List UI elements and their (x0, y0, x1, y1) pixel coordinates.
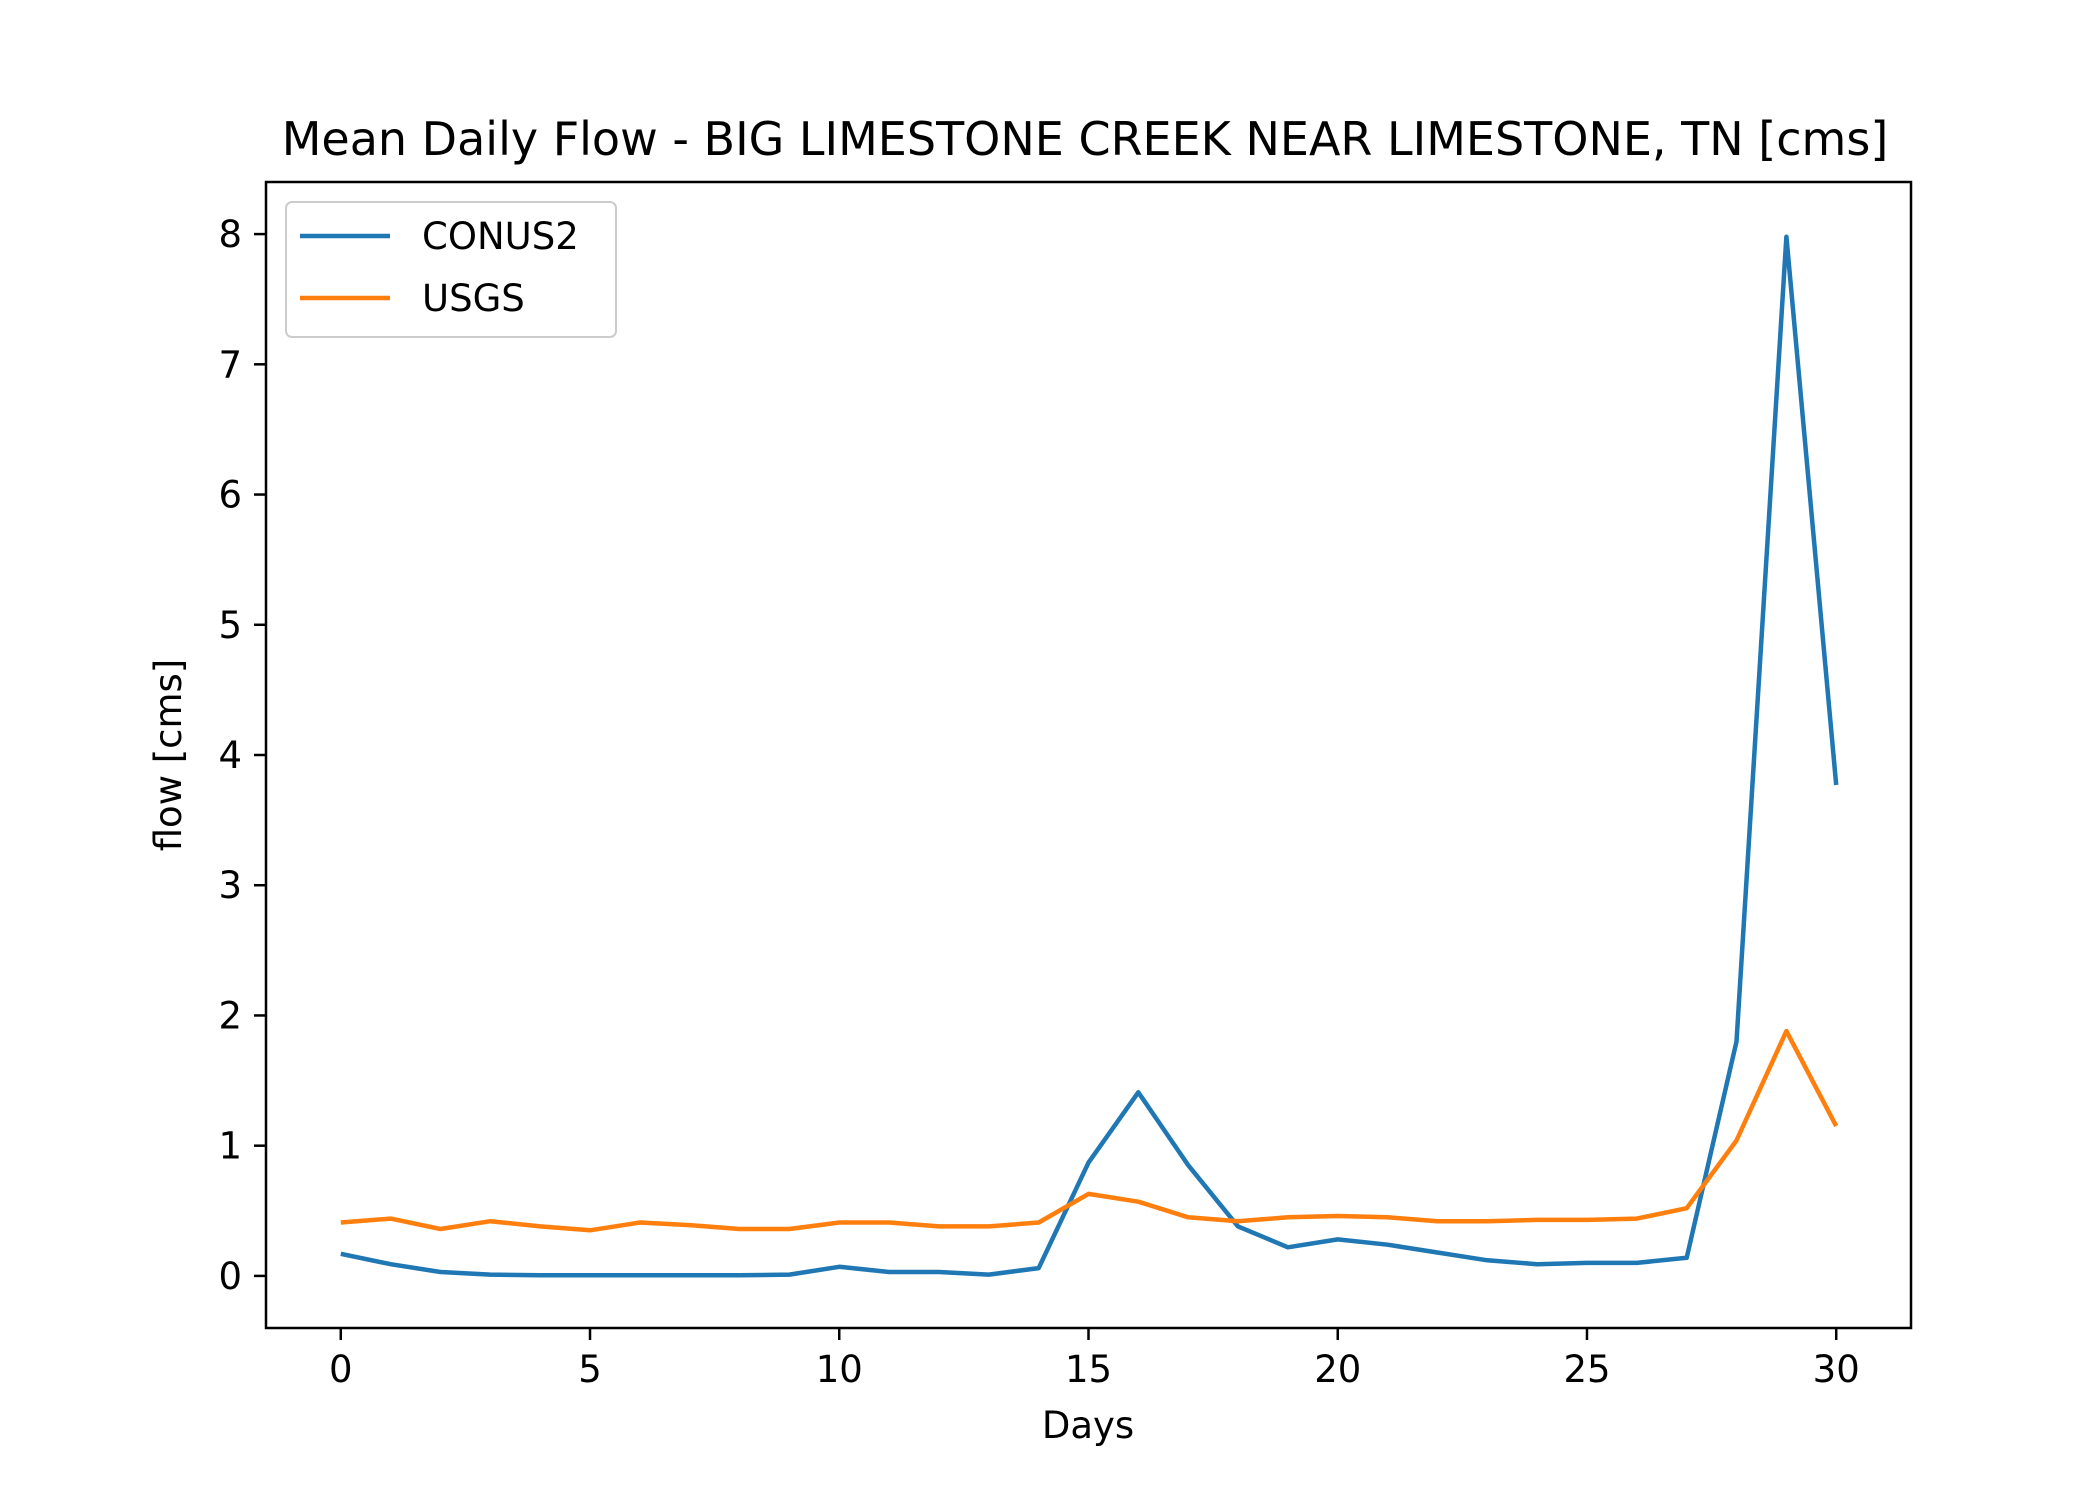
y-tick-label: 1 (218, 1125, 242, 1168)
x-tick-label: 10 (816, 1348, 863, 1391)
x-axis-label: Days (1042, 1404, 1134, 1447)
x-tick-label: 20 (1314, 1348, 1361, 1391)
y-axis-label: flow [cms] (147, 659, 190, 852)
y-tick-label: 0 (218, 1255, 242, 1298)
y-tick-label: 5 (218, 604, 242, 647)
legend-label-conus2: CONUS2 (422, 215, 579, 258)
x-tick-label: 0 (329, 1348, 353, 1391)
series-line-usgs (340, 1028, 1839, 1233)
y-tick-label: 8 (218, 213, 242, 256)
series-layer (340, 234, 1839, 1278)
x-tick-label: 15 (1065, 1348, 1112, 1391)
plot-area-frame (264, 180, 1913, 1330)
y-tick-label: 6 (218, 474, 242, 517)
legend: CONUS2 USGS (285, 201, 617, 338)
chart-title: Mean Daily Flow - BIG LIMESTONE CREEK NE… (282, 112, 1889, 166)
y-tick-label: 3 (218, 864, 242, 907)
x-tick-label: 25 (1563, 1348, 1610, 1391)
y-tick-label: 4 (218, 734, 242, 777)
x-tick-label: 5 (578, 1348, 602, 1391)
legend-label-usgs: USGS (422, 277, 525, 320)
series-line-conus2 (340, 234, 1839, 1278)
y-tick-label: 2 (218, 994, 242, 1037)
x-tick-label: 30 (1813, 1348, 1860, 1391)
ticks-layer: 0 5 10 15 20 25 30 0 1 2 3 4 5 6 7 8 (218, 213, 1859, 1391)
y-tick-label: 7 (218, 343, 242, 386)
